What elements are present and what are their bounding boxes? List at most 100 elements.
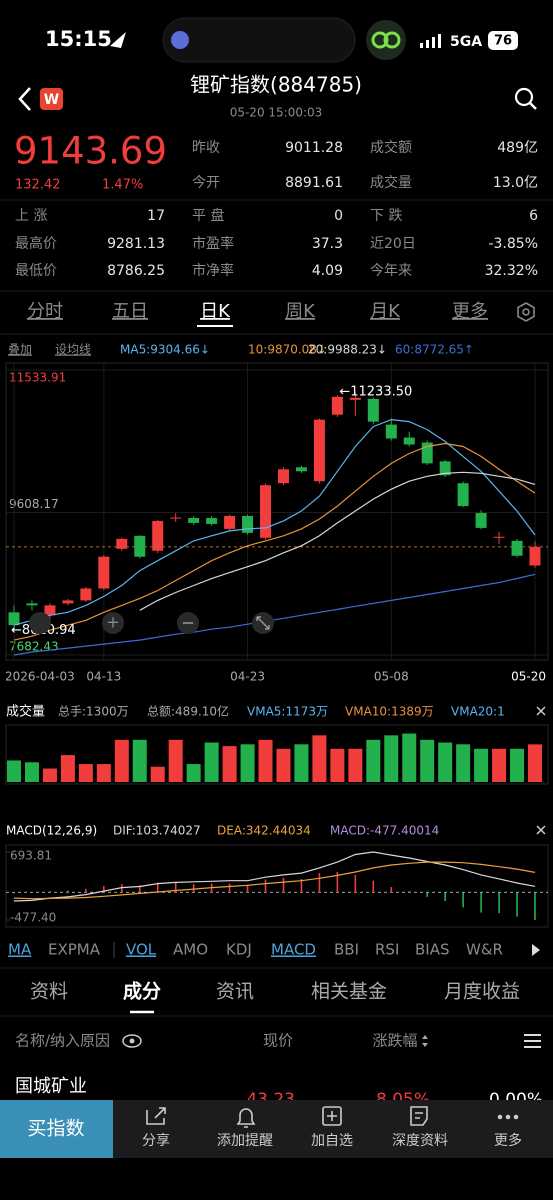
legend-item: DEA:342.44034: [217, 824, 311, 838]
indicator-tabs: MA EXPMA VOL AMO KDJ MACD BBI RSI BIAS W&R: [8, 941, 503, 959]
ma-line: [13, 418, 536, 626]
back-button[interactable]: [18, 87, 31, 111]
period-tab[interactable]: 分时: [27, 301, 63, 322]
candle-body: [170, 517, 182, 519]
indicator-tab[interactable]: BIAS: [415, 941, 450, 959]
volume-bar: [96, 764, 111, 782]
candle-body: [224, 515, 236, 529]
candle-body: [188, 517, 200, 523]
section-tab[interactable]: 月度收益: [444, 981, 520, 1003]
volume-bar: [402, 733, 417, 782]
stat-value: 8891.61: [285, 175, 343, 191]
overlay-button[interactable]: 叠加: [8, 343, 32, 357]
sort-icon[interactable]: [422, 1035, 428, 1047]
candle-body: [134, 535, 146, 557]
y-tick-label: -477.40: [10, 911, 56, 925]
ma-legend-item: MA5:9304.66↓: [120, 343, 210, 357]
indicator-tab[interactable]: RSI: [375, 941, 399, 959]
stat-label: 今年来: [370, 263, 412, 279]
cell: 国城矿业: [15, 1076, 87, 1097]
x-tick-label: 04-13: [86, 670, 121, 684]
x-tick-label: 05-08: [374, 670, 409, 684]
column-header: 现价: [263, 1032, 293, 1050]
volume-bar: [294, 744, 309, 782]
stat-label: 平 盘: [192, 207, 224, 224]
action-label[interactable]: 添加提醒: [217, 1133, 273, 1149]
zoom-out-button[interactable]: [29, 612, 51, 634]
volume-bar: [330, 748, 345, 782]
macd-chart: MACD(12,26,9) DIF:103.74027 DEA:342.44034 M…: [6, 824, 548, 925]
indicator-tab[interactable]: W&R: [466, 941, 503, 959]
period-tab[interactable]: 周K: [285, 301, 316, 322]
panel-title: MACD(12,26,9): [6, 824, 97, 838]
legend-item: VMA5:1173万: [247, 705, 328, 719]
close-volume[interactable]: [536, 706, 546, 716]
stat-label: 昨收: [192, 140, 220, 156]
legend-item: VMA20:1: [451, 705, 505, 719]
zoom-in-button[interactable]: [102, 612, 124, 634]
set-ma-button[interactable]: 设均线: [55, 343, 91, 357]
indicator-tab[interactable]: MACD: [271, 941, 316, 959]
search-button[interactable]: [514, 87, 537, 110]
buy-button[interactable]: [0, 1100, 113, 1158]
more-indicators[interactable]: [532, 944, 540, 956]
candle-body: [26, 603, 38, 606]
eye-icon[interactable]: [122, 1034, 142, 1048]
timestamp: 05-20 15:00:03: [230, 106, 323, 120]
period-tab[interactable]: 更多: [452, 301, 488, 322]
badge-text: W: [44, 92, 59, 108]
action-label[interactable]: 更多: [494, 1132, 522, 1149]
period-tabs: 分时 五日 日K 周K 月K 更多: [27, 301, 488, 327]
settings-button[interactable]: [517, 302, 535, 322]
action-label[interactable]: 深度资料: [392, 1133, 448, 1149]
app-icon-ring: [371, 31, 389, 49]
y-tick-label: 9608.17: [9, 497, 59, 511]
indicator-tab[interactable]: EXPMA: [48, 941, 101, 959]
indicator-tab[interactable]: VOL: [126, 941, 157, 959]
period-tab[interactable]: 日K: [200, 301, 231, 322]
indicator-tab[interactable]: BBI: [334, 941, 359, 959]
candle-body: [529, 546, 541, 566]
action-label[interactable]: 分享: [142, 1132, 170, 1149]
legend-item: 总额:489.10亿: [147, 704, 229, 719]
section-tab[interactable]: 成分: [123, 980, 161, 1003]
indicator-tab[interactable]: KDJ: [226, 941, 252, 959]
action-label[interactable]: 加自选: [311, 1133, 353, 1149]
section-tab[interactable]: 相关基金: [311, 981, 387, 1003]
candle-body: [44, 605, 56, 616]
battery: [488, 31, 518, 50]
stat-value: 17: [147, 208, 165, 224]
period-tab[interactable]: 五日: [112, 301, 148, 322]
price: 9143.69: [14, 130, 167, 173]
section-tab[interactable]: 资讯: [216, 981, 254, 1003]
menu-icon[interactable]: [524, 1034, 541, 1048]
volume-bar: [474, 748, 489, 782]
stat-label: 市净率: [192, 262, 234, 279]
candle-body: [277, 469, 289, 484]
dynamic-island: [162, 17, 356, 63]
app-icon-ring: [383, 31, 401, 49]
candle-body: [116, 538, 128, 549]
period-tab[interactable]: 月K: [370, 301, 401, 322]
ma-line: [13, 573, 536, 656]
ma-legend-item: 60:8772.65↑: [395, 343, 474, 357]
volume-bar: [186, 764, 201, 782]
bottom-actions: 分享 添加提醒 加自选 深度资料 更多: [142, 1132, 522, 1149]
stat-value: 8786.25: [107, 263, 165, 279]
change: 132.42: [15, 178, 61, 193]
column-header: 涨跌幅: [372, 1032, 417, 1050]
indicator-tab[interactable]: MA: [8, 941, 32, 959]
stat-value: 9011.28: [285, 140, 343, 156]
candle-body: [457, 483, 469, 507]
candle-body: [98, 556, 110, 589]
section-tab[interactable]: 资料: [30, 981, 68, 1003]
close-macd[interactable]: [536, 825, 546, 835]
section-tabs: 资料 成分 资讯 相关基金 月度收益: [30, 980, 520, 1014]
legend-item: MACD:-477.40014: [330, 824, 439, 838]
macd-line: [13, 861, 536, 900]
candle-body: [439, 461, 451, 476]
indicator-tab[interactable]: AMO: [173, 941, 208, 959]
stat-label: 下 跌: [370, 208, 402, 224]
